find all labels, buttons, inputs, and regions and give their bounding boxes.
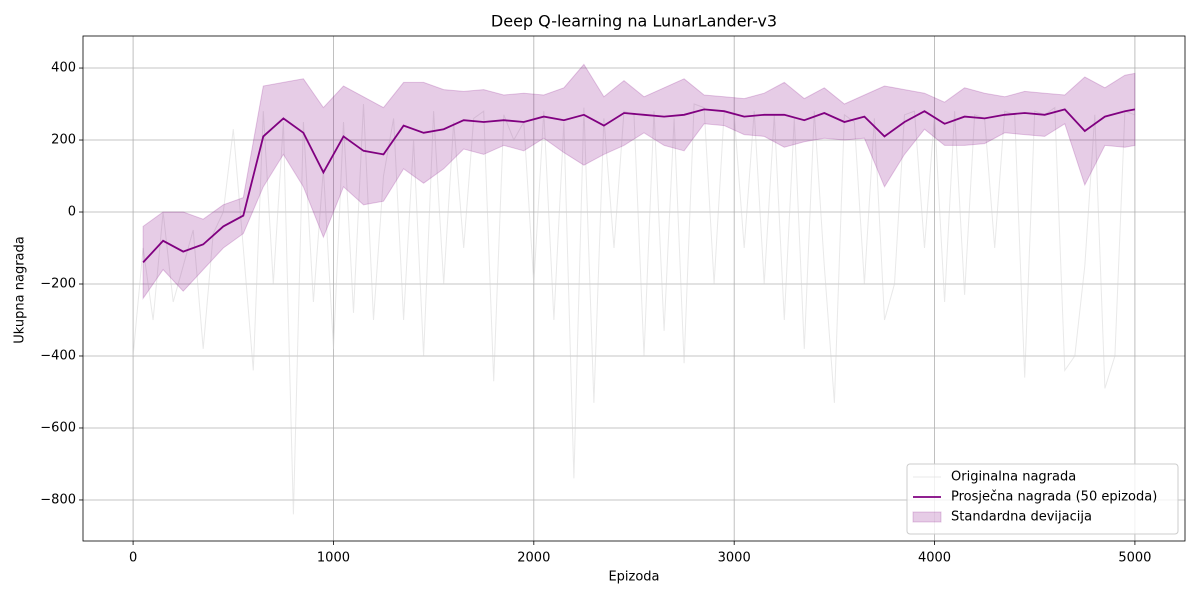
y-tick-label: 200 [51,133,76,148]
legend-label: Prosječna nagrada (50 epizoda) [951,490,1157,505]
chart-title: Deep Q-learning na LunarLander-v3 [491,12,777,31]
y-tick-label: −800 [40,492,76,507]
grid [83,36,1185,541]
x-tick-label: 4000 [918,551,951,566]
y-tick-label: −200 [40,277,76,292]
x-tick-label: 2000 [517,551,550,566]
x-tick-label: 3000 [718,551,751,566]
legend-label: Originalna nagrada [951,470,1076,485]
y-axis-label: Ukupna nagrada [13,236,28,343]
raw-reward-line [132,103,1136,515]
x-tick-label: 0 [129,551,137,566]
axes-frame [82,35,1186,542]
y-tick-label: 400 [51,61,76,76]
y-tick-label: −600 [40,420,76,435]
x-tick-label: 1000 [317,551,350,566]
legend: Originalna nagrada Prosječna nagrada (50 … [906,463,1179,535]
moving-average-line [142,108,1136,264]
x-tick-label: 5000 [1118,551,1151,566]
y-tick-label: 0 [68,205,76,220]
x-axis-label: Epizoda [608,570,659,585]
y-tick-label: −400 [40,348,76,363]
plot-area [132,63,1136,515]
legend-label: Standardna devijacija [951,510,1092,525]
legend-box [906,463,1179,535]
std-band [142,63,1136,300]
legend-swatch [912,511,942,523]
